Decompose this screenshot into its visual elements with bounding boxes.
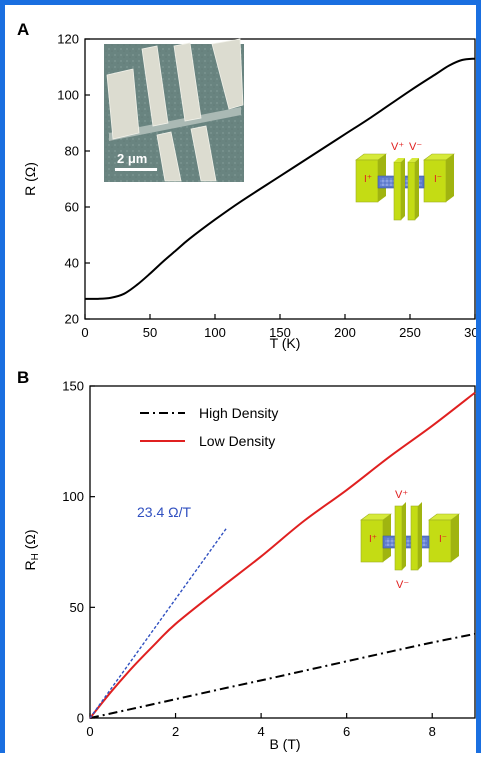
panel-1-xtick-label: 0 — [86, 724, 93, 739]
panel-1-ytick-label: 50 — [70, 600, 84, 615]
legend-high-density-label: High Density — [199, 405, 278, 421]
sem-image-inset: 2 μm — [104, 38, 244, 182]
panel-1-high-density-line — [89, 632, 476, 719]
panel-0-ytick-label: 120 — [57, 32, 79, 47]
panel-0-xtick-label: 250 — [399, 325, 421, 340]
panel-b-plot-frame — [89, 385, 476, 719]
panel-0-xtick-label: 50 — [143, 325, 157, 340]
panel-0-xtick-label: 200 — [334, 325, 356, 340]
panel-0-xtick-label: 150 — [269, 325, 291, 340]
diagram-a-vminus: V⁻ — [409, 141, 422, 153]
diagram-b-vplus: V⁺ — [395, 489, 408, 501]
diagram-a-vplus: V⁺ — [391, 141, 404, 153]
panel-1-xtick-label: 4 — [257, 724, 264, 739]
panel-0-ytick-label: 20 — [65, 312, 79, 327]
figure-svg: A 05010015020025030020406080100120 R (Ω)… — [17, 20, 481, 752]
panel-0-xtick-label: 100 — [204, 325, 226, 340]
panel-0-xtick-label: 0 — [81, 325, 88, 340]
panel-b-ylabel: RH (Ω) — [22, 529, 41, 570]
panel-1-low-density-line — [89, 391, 476, 719]
panel-0-ytick-label: 60 — [65, 200, 79, 215]
panel-0-ytick-label: 100 — [57, 88, 79, 103]
diagram-b-iminus: I⁻ — [439, 534, 447, 545]
panel-0-ytick-label: 40 — [65, 256, 79, 271]
panel-1-slope-fit-line — [89, 527, 228, 719]
panel-0-ytick-label: 80 — [65, 144, 79, 159]
panel-b-ticks: 0 2 4 6 8 0 50 100 150 — [62, 379, 436, 740]
scale-bar — [115, 168, 157, 171]
panel-b-xlabel: B (T) — [269, 736, 300, 752]
panel-1-xtick-label: 6 — [343, 724, 350, 739]
panel-b-series — [89, 391, 476, 719]
panel-b-letter: B — [17, 368, 29, 387]
panel-a-xlabel: T (K) — [270, 335, 301, 351]
panel-b-legend: High Density Low Density — [140, 405, 278, 449]
panel-a-resistance-curve — [84, 57, 476, 300]
panel-1-ytick-label: 150 — [62, 379, 84, 394]
panel-1-xtick-label: 8 — [429, 724, 436, 739]
slope-annotation: 23.4 Ω/T — [137, 504, 191, 520]
diagram-b-iplus: I⁺ — [369, 534, 377, 545]
panel-1-ytick-label: 0 — [77, 711, 84, 726]
panel-1-xtick-label: 2 — [172, 724, 179, 739]
panel-a-ylabel: R (Ω) — [22, 162, 38, 196]
diagram-b-vminus: V⁻ — [396, 579, 409, 591]
diagram-a-iminus: I⁻ — [434, 174, 442, 185]
panel-0-xtick-label: 300 — [464, 325, 476, 340]
panel-a-letter: A — [17, 20, 29, 39]
panel-a-ticks: 0 50 100 150 200 250 300 20 40 60 80 100 120 — [57, 32, 481, 341]
hall-bar-diagram-b: V⁺ V⁻ I⁺ I⁻ — [360, 489, 460, 591]
legend-low-density-label: Low Density — [199, 433, 275, 449]
panel-1-ytick-label: 100 — [62, 489, 84, 504]
scale-bar-label: 2 μm — [117, 151, 147, 166]
diagram-a-iplus: I⁺ — [364, 174, 372, 185]
hall-bar-diagram-a: V⁺ V⁻ I⁺ I⁻ — [355, 141, 455, 221]
